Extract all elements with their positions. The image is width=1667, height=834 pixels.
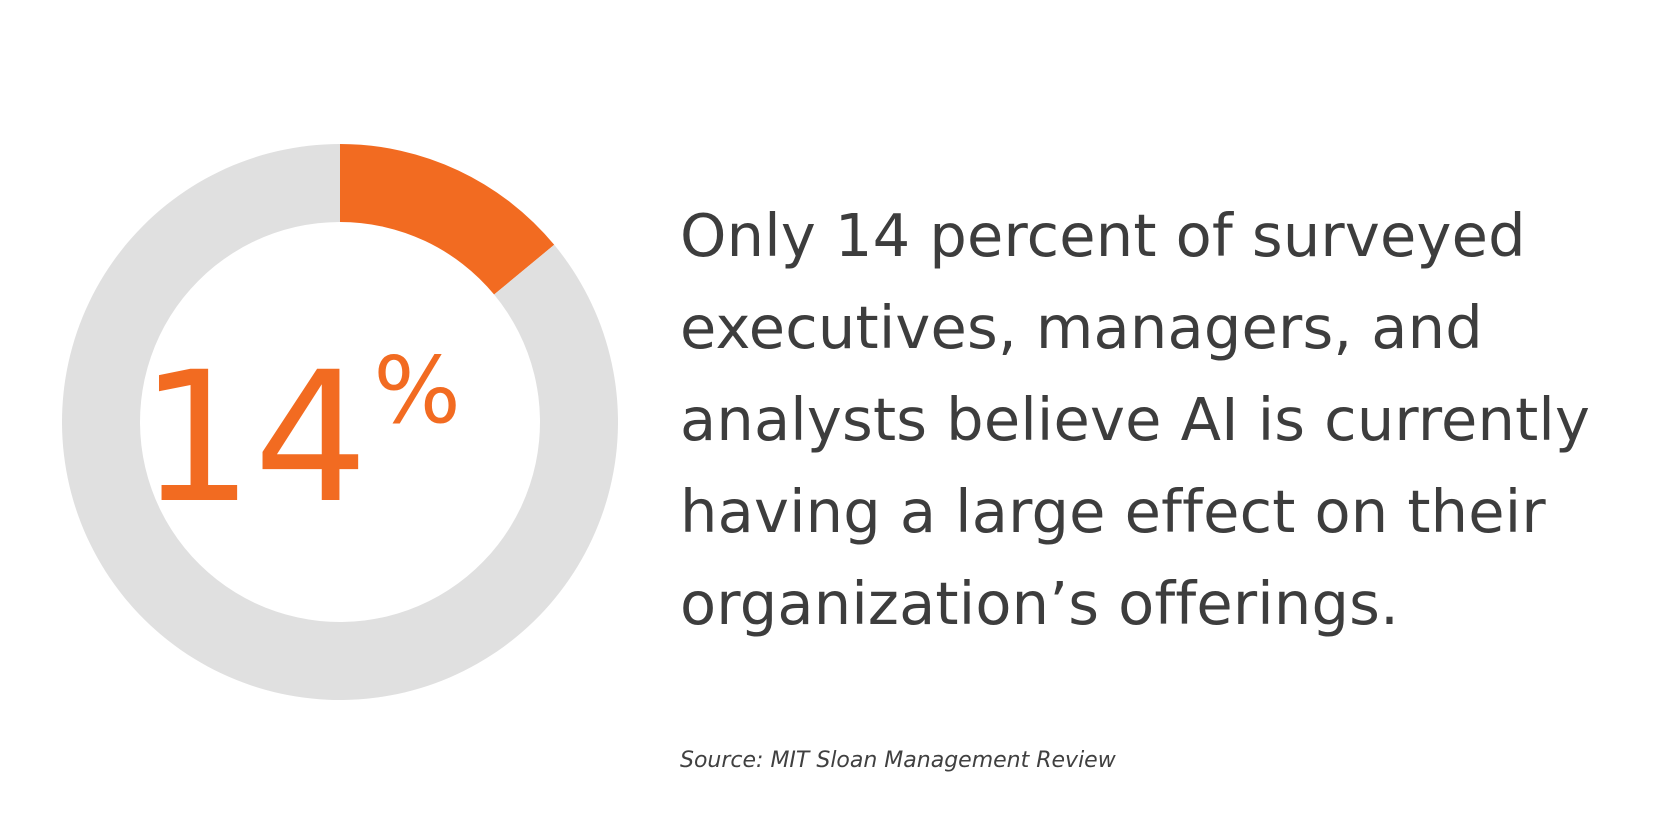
center-percentage-unit: %	[373, 337, 460, 444]
source-citation: Source: MIT Sloan Management Review	[680, 748, 1116, 773]
headline-text: Only 14 percent of surveyed executives, …	[680, 201, 1591, 638]
donut-slices	[62, 144, 619, 700]
center-percentage-label: 14 %	[139, 334, 461, 543]
donut-slice-large-effect	[340, 144, 555, 295]
donut-chart: 14 %	[62, 144, 619, 700]
center-percentage-number: 14	[139, 334, 368, 543]
